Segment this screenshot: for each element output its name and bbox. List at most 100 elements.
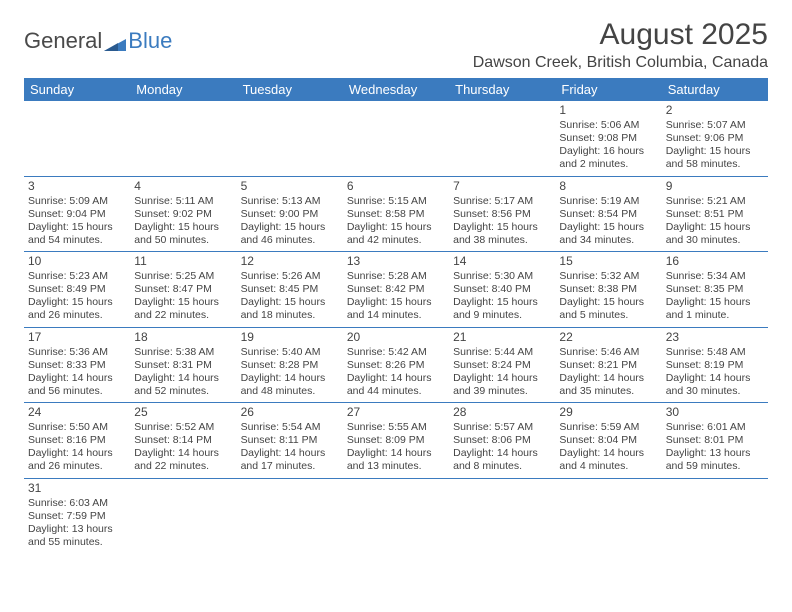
- daylight-line: and 14 minutes.: [347, 309, 445, 322]
- sunrise-line: Sunrise: 5:19 AM: [559, 195, 657, 208]
- sunrise-line: Sunrise: 5:21 AM: [666, 195, 764, 208]
- day-number: 8: [559, 179, 657, 194]
- location: Dawson Creek, British Columbia, Canada: [473, 54, 768, 72]
- daylight-line: Daylight: 15 hours: [453, 296, 551, 309]
- daylight-line: Daylight: 14 hours: [453, 447, 551, 460]
- daylight-line: and 50 minutes.: [134, 234, 232, 247]
- daylight-line: and 17 minutes.: [241, 460, 339, 473]
- daylight-line: Daylight: 14 hours: [347, 372, 445, 385]
- sunrise-line: Sunrise: 5:15 AM: [347, 195, 445, 208]
- day-number: 7: [453, 179, 551, 194]
- day-number: 16: [666, 254, 764, 269]
- daylight-line: Daylight: 15 hours: [134, 221, 232, 234]
- sunset-line: Sunset: 8:56 PM: [453, 208, 551, 221]
- calendar-cell: 1Sunrise: 5:06 AMSunset: 9:08 PMDaylight…: [555, 101, 661, 176]
- calendar-cell: 30Sunrise: 6:01 AMSunset: 8:01 PMDayligh…: [662, 403, 768, 479]
- daylight-line: and 4 minutes.: [559, 460, 657, 473]
- daylight-line: Daylight: 15 hours: [347, 296, 445, 309]
- sunrise-line: Sunrise: 5:30 AM: [453, 270, 551, 283]
- calendar-cell: [555, 478, 661, 553]
- calendar-cell: 18Sunrise: 5:38 AMSunset: 8:31 PMDayligh…: [130, 327, 236, 403]
- sunset-line: Sunset: 9:00 PM: [241, 208, 339, 221]
- calendar-cell: [343, 478, 449, 553]
- daylight-line: Daylight: 14 hours: [666, 372, 764, 385]
- daylight-line: and 34 minutes.: [559, 234, 657, 247]
- sunrise-line: Sunrise: 5:44 AM: [453, 346, 551, 359]
- day-number: 5: [241, 179, 339, 194]
- calendar-cell: 7Sunrise: 5:17 AMSunset: 8:56 PMDaylight…: [449, 176, 555, 252]
- daylight-line: and 2 minutes.: [559, 158, 657, 171]
- day-number: 28: [453, 405, 551, 420]
- daylight-line: Daylight: 15 hours: [453, 221, 551, 234]
- calendar-cell: [449, 478, 555, 553]
- sunrise-line: Sunrise: 5:13 AM: [241, 195, 339, 208]
- sunrise-line: Sunrise: 6:03 AM: [28, 497, 126, 510]
- calendar-week-row: 1Sunrise: 5:06 AMSunset: 9:08 PMDaylight…: [24, 101, 768, 176]
- weekday-header: Saturday: [662, 78, 768, 101]
- calendar-cell: 11Sunrise: 5:25 AMSunset: 8:47 PMDayligh…: [130, 252, 236, 328]
- calendar-cell: 15Sunrise: 5:32 AMSunset: 8:38 PMDayligh…: [555, 252, 661, 328]
- daylight-line: Daylight: 14 hours: [241, 372, 339, 385]
- daylight-line: Daylight: 15 hours: [666, 296, 764, 309]
- calendar-cell: 4Sunrise: 5:11 AMSunset: 9:02 PMDaylight…: [130, 176, 236, 252]
- sunrise-line: Sunrise: 5:50 AM: [28, 421, 126, 434]
- sunset-line: Sunset: 8:51 PM: [666, 208, 764, 221]
- day-number: 9: [666, 179, 764, 194]
- weekday-header: Thursday: [449, 78, 555, 101]
- daylight-line: Daylight: 15 hours: [559, 296, 657, 309]
- sunset-line: Sunset: 8:54 PM: [559, 208, 657, 221]
- calendar-cell: 8Sunrise: 5:19 AMSunset: 8:54 PMDaylight…: [555, 176, 661, 252]
- day-number: 22: [559, 330, 657, 345]
- sunrise-line: Sunrise: 5:32 AM: [559, 270, 657, 283]
- sunset-line: Sunset: 8:31 PM: [134, 359, 232, 372]
- day-number: 2: [666, 103, 764, 118]
- weekday-header: Friday: [555, 78, 661, 101]
- sunset-line: Sunset: 8:45 PM: [241, 283, 339, 296]
- sunset-line: Sunset: 9:04 PM: [28, 208, 126, 221]
- daylight-line: and 13 minutes.: [347, 460, 445, 473]
- daylight-line: Daylight: 13 hours: [666, 447, 764, 460]
- day-number: 18: [134, 330, 232, 345]
- daylight-line: Daylight: 13 hours: [28, 523, 126, 536]
- sunset-line: Sunset: 8:38 PM: [559, 283, 657, 296]
- sunset-line: Sunset: 9:02 PM: [134, 208, 232, 221]
- daylight-line: and 30 minutes.: [666, 234, 764, 247]
- header: General Blue August 2025 Dawson Creek, B…: [24, 18, 768, 72]
- day-number: 4: [134, 179, 232, 194]
- sunrise-line: Sunrise: 5:54 AM: [241, 421, 339, 434]
- calendar-cell: 24Sunrise: 5:50 AMSunset: 8:16 PMDayligh…: [24, 403, 130, 479]
- sunrise-line: Sunrise: 6:01 AM: [666, 421, 764, 434]
- sunrise-line: Sunrise: 5:09 AM: [28, 195, 126, 208]
- weekday-header: Wednesday: [343, 78, 449, 101]
- calendar-cell: 21Sunrise: 5:44 AMSunset: 8:24 PMDayligh…: [449, 327, 555, 403]
- daylight-line: and 52 minutes.: [134, 385, 232, 398]
- calendar-cell: 17Sunrise: 5:36 AMSunset: 8:33 PMDayligh…: [24, 327, 130, 403]
- calendar-cell: 16Sunrise: 5:34 AMSunset: 8:35 PMDayligh…: [662, 252, 768, 328]
- day-number: 3: [28, 179, 126, 194]
- calendar-cell: 14Sunrise: 5:30 AMSunset: 8:40 PMDayligh…: [449, 252, 555, 328]
- day-number: 6: [347, 179, 445, 194]
- calendar-week-row: 24Sunrise: 5:50 AMSunset: 8:16 PMDayligh…: [24, 403, 768, 479]
- daylight-line: Daylight: 14 hours: [559, 447, 657, 460]
- day-number: 25: [134, 405, 232, 420]
- sunset-line: Sunset: 8:14 PM: [134, 434, 232, 447]
- sunrise-line: Sunrise: 5:34 AM: [666, 270, 764, 283]
- sunset-line: Sunset: 8:24 PM: [453, 359, 551, 372]
- weekday-header: Monday: [130, 78, 236, 101]
- sunrise-line: Sunrise: 5:11 AM: [134, 195, 232, 208]
- weekday-header: Sunday: [24, 78, 130, 101]
- calendar-table: Sunday Monday Tuesday Wednesday Thursday…: [24, 78, 768, 553]
- sunset-line: Sunset: 7:59 PM: [28, 510, 126, 523]
- calendar-cell: [662, 478, 768, 553]
- daylight-line: and 35 minutes.: [559, 385, 657, 398]
- day-number: 12: [241, 254, 339, 269]
- daylight-line: Daylight: 15 hours: [28, 221, 126, 234]
- daylight-line: Daylight: 16 hours: [559, 145, 657, 158]
- calendar-cell: 26Sunrise: 5:54 AMSunset: 8:11 PMDayligh…: [237, 403, 343, 479]
- daylight-line: and 38 minutes.: [453, 234, 551, 247]
- sunset-line: Sunset: 8:06 PM: [453, 434, 551, 447]
- day-number: 11: [134, 254, 232, 269]
- calendar-cell: 3Sunrise: 5:09 AMSunset: 9:04 PMDaylight…: [24, 176, 130, 252]
- daylight-line: and 55 minutes.: [28, 536, 126, 549]
- daylight-line: Daylight: 15 hours: [241, 221, 339, 234]
